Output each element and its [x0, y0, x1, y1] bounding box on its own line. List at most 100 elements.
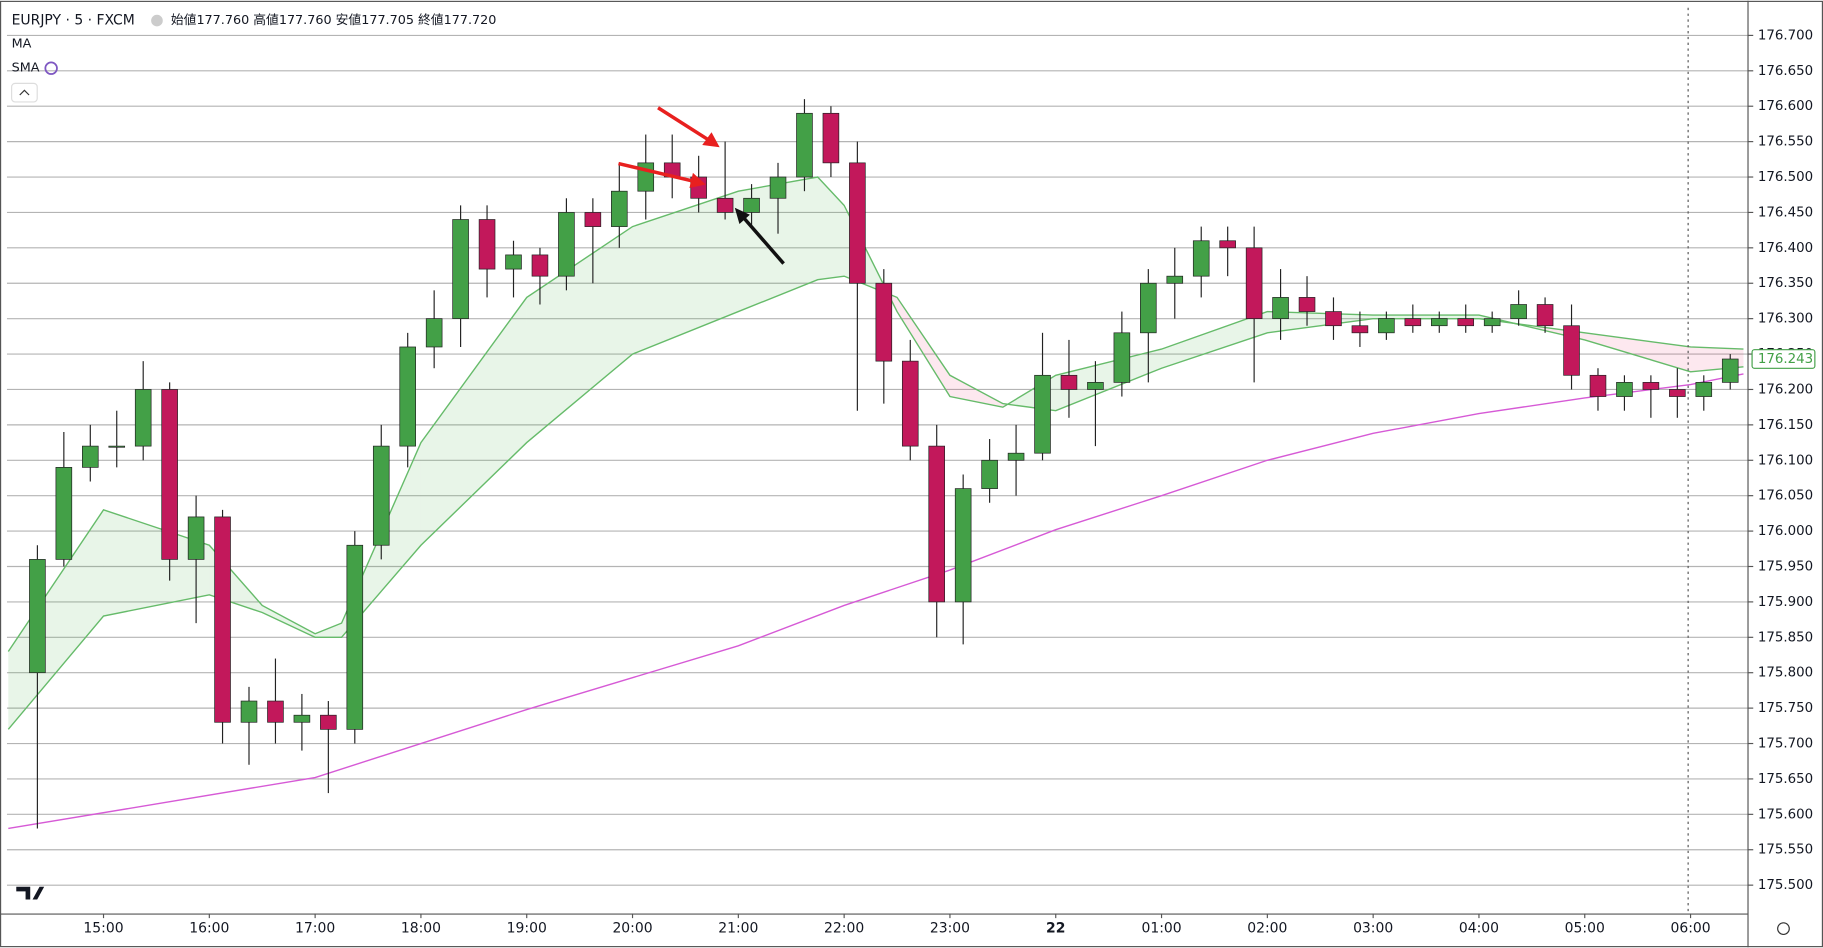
ma-line [7, 176, 1744, 652]
y-tick-label: 176.700 [1758, 28, 1813, 43]
x-tick-label: 22:00 [824, 921, 864, 937]
y-tick-label: 175.800 [1758, 666, 1813, 681]
candle-body [108, 445, 126, 448]
y-tick-label: 176.200 [1758, 382, 1813, 397]
y-tick-label: 176.350 [1758, 276, 1813, 291]
ma-band-fill [1584, 332, 1691, 372]
candle-body [29, 559, 46, 674]
candle-body [584, 212, 602, 227]
candle-body [214, 516, 231, 723]
collapse-button[interactable] [11, 82, 38, 103]
y-tick-label: 175.750 [1758, 701, 1813, 716]
candle-body [1642, 382, 1660, 390]
candle-body [1298, 297, 1316, 312]
candle-body [928, 445, 946, 603]
x-tick-label: 04:00 [1459, 921, 1499, 937]
ma-line [8, 373, 1744, 830]
indicator-icon[interactable] [44, 61, 58, 75]
candle-body [1351, 325, 1369, 334]
y-tick-label: 176.500 [1758, 170, 1813, 185]
ma-band-fill [1161, 311, 1268, 369]
ohlc-legend: 始値177.760 高値177.760 安値177.705 終値177.720 [171, 12, 496, 28]
ma-band-fill [632, 191, 739, 355]
y-tick-label: 175.650 [1758, 772, 1813, 787]
candle-body [187, 516, 205, 560]
candle-body [1669, 389, 1686, 397]
candle-body [981, 459, 998, 489]
y-tick-label: 175.900 [1758, 595, 1813, 610]
y-tick-label: 176.050 [1758, 489, 1813, 504]
y-tick-label: 176.600 [1758, 99, 1813, 114]
candle-body [1404, 318, 1422, 327]
x-tick-label: 15:00 [83, 921, 123, 937]
y-tick-label: 175.850 [1758, 630, 1813, 645]
y-tick-label: 176.550 [1758, 135, 1813, 150]
x-tick-label: 18:00 [401, 921, 441, 937]
y-tick-label: 176.300 [1758, 312, 1813, 327]
candle-body [240, 700, 258, 723]
ma-band-fill [262, 605, 316, 638]
candle-body [55, 467, 73, 560]
candle-body [901, 360, 919, 447]
ma-band-fill [315, 623, 342, 638]
candle-body [1616, 382, 1633, 397]
ma-band-fill [8, 509, 104, 730]
candle-body [1060, 374, 1078, 390]
candle-body [1245, 247, 1263, 320]
indicator-label: MA [12, 36, 32, 51]
y-tick-label: 176.650 [1758, 64, 1813, 79]
x-tick-label: 22 [1046, 921, 1065, 937]
x-tick-label: 17:00 [295, 921, 335, 937]
candle-body [425, 318, 443, 348]
y-tick-label: 176.450 [1758, 205, 1813, 220]
settings-icon[interactable] [1777, 922, 1790, 935]
x-tick-label: 21:00 [718, 921, 758, 937]
candle-body [267, 700, 284, 723]
candle-body [849, 162, 866, 284]
x-tick-label: 03:00 [1353, 921, 1393, 937]
candle-body [558, 212, 575, 277]
candle-body [1589, 374, 1607, 397]
x-tick-label: 02:00 [1247, 921, 1287, 937]
candle-body [1457, 318, 1475, 327]
ma-band-fill [897, 297, 950, 397]
candle-body [716, 197, 734, 213]
y-tick-label: 176.150 [1758, 418, 1813, 433]
x-tick-label: 20:00 [612, 921, 652, 937]
candle-body [478, 219, 496, 270]
candle-body [1166, 275, 1184, 284]
candle-body [1378, 318, 1395, 334]
candle-body [82, 445, 99, 468]
candle-body [1483, 318, 1501, 327]
last-price-box [1751, 349, 1816, 369]
y-tick-label: 176.100 [1758, 453, 1813, 468]
logo [16, 886, 45, 900]
candle-body [1219, 240, 1236, 249]
candle-body [1034, 374, 1051, 454]
y-tick-label: 175.600 [1758, 807, 1813, 822]
candle-body [346, 544, 364, 730]
candle-body [161, 389, 178, 560]
candle-body [320, 714, 337, 730]
x-tick-label: 01:00 [1141, 921, 1181, 937]
candle-body [399, 346, 416, 447]
candle-body [1087, 382, 1104, 390]
x-tick-label: 23:00 [930, 921, 970, 937]
status-dot [151, 14, 163, 27]
last-price-label: 176.243 [1758, 352, 1813, 367]
collapse-icon [19, 89, 30, 96]
ma-band-fill [1055, 349, 1162, 411]
candle-body [1272, 297, 1289, 320]
candle-body [875, 282, 893, 362]
candle-body [743, 197, 760, 213]
axes: 175.500 175.550 175.600 175.650 175.700 175.7… [83, 28, 1816, 937]
ma-band-fill [526, 226, 633, 443]
x-tick-label: 16:00 [189, 921, 229, 937]
red-arrow [618, 161, 694, 183]
candle-body [1510, 304, 1527, 320]
y-tick-label: 175.550 [1758, 843, 1813, 858]
candle-body [505, 254, 522, 270]
